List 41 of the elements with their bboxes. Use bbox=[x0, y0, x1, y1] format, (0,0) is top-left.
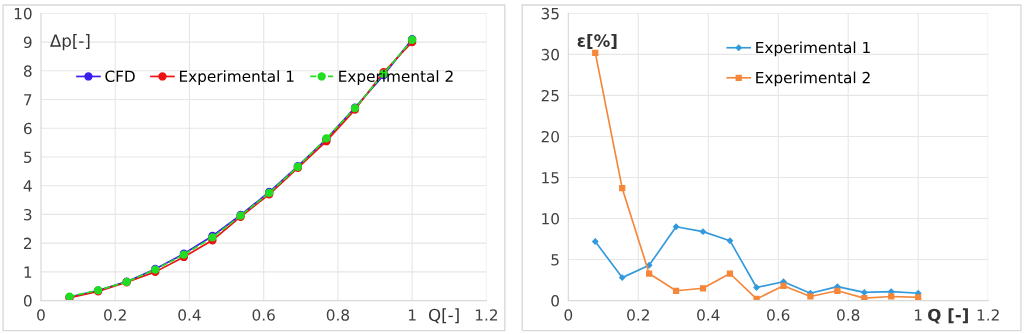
y-tick-label: 10 bbox=[14, 7, 32, 20]
legend-label: Experimental 1 bbox=[756, 41, 870, 57]
y-tick-label: 35 bbox=[541, 7, 559, 20]
y-tick-label: 0 bbox=[23, 295, 32, 307]
x-tick-label: 0 bbox=[37, 309, 45, 321]
y-tick-label: 15 bbox=[542, 172, 559, 184]
y-tick-label: 3 bbox=[24, 208, 32, 221]
x-tick-label: 0.6 bbox=[767, 309, 790, 321]
y-tick-label: 5 bbox=[24, 151, 32, 163]
y-axis-title: ε[%] bbox=[577, 34, 617, 49]
x-axis-title: Q[-] bbox=[428, 308, 459, 324]
y-tick-label: 8 bbox=[23, 65, 32, 77]
legend-label: CFD bbox=[105, 70, 135, 83]
y-tick-label: 30 bbox=[541, 48, 559, 61]
y-tick-label: 2 bbox=[24, 237, 32, 249]
y-tick-label: 10 bbox=[542, 213, 559, 225]
x-tick-label: 0.6 bbox=[252, 309, 275, 321]
x-tick-label: 1 bbox=[408, 309, 416, 321]
y-tick-label: 4 bbox=[23, 180, 32, 192]
x-tick-label: 0.4 bbox=[697, 309, 720, 321]
x-tick-label: 0 bbox=[564, 309, 573, 321]
legend-label: Experimental 1 bbox=[179, 70, 294, 85]
y-tick-label: 6 bbox=[23, 122, 32, 135]
x-tick-label: 0.8 bbox=[326, 309, 350, 321]
x-tick-label: 0.2 bbox=[104, 309, 126, 321]
y-axis-title: Δp[-] bbox=[50, 34, 90, 51]
legend-label: Experimental 2 bbox=[756, 71, 870, 87]
x-tick-label: 0.4 bbox=[178, 309, 201, 321]
y-tick-label: 25 bbox=[541, 89, 559, 102]
x-tick-label: 0.2 bbox=[627, 309, 649, 321]
x-tick-label: 0.8 bbox=[837, 309, 860, 321]
x-axis-title: Q [-] bbox=[928, 308, 968, 324]
y-tick-label: 20 bbox=[541, 130, 559, 143]
x-tick-label: 1.2 bbox=[475, 309, 498, 321]
x-tick-label: 1.2 bbox=[977, 309, 999, 321]
y-tick-label: 0 bbox=[551, 295, 559, 307]
x-tick-label: 1 bbox=[915, 309, 922, 321]
y-tick-label: 7 bbox=[24, 94, 32, 106]
y-tick-label: 1 bbox=[24, 266, 32, 278]
y-tick-label: 9 bbox=[23, 36, 32, 49]
y-tick-label: 5 bbox=[551, 254, 559, 266]
